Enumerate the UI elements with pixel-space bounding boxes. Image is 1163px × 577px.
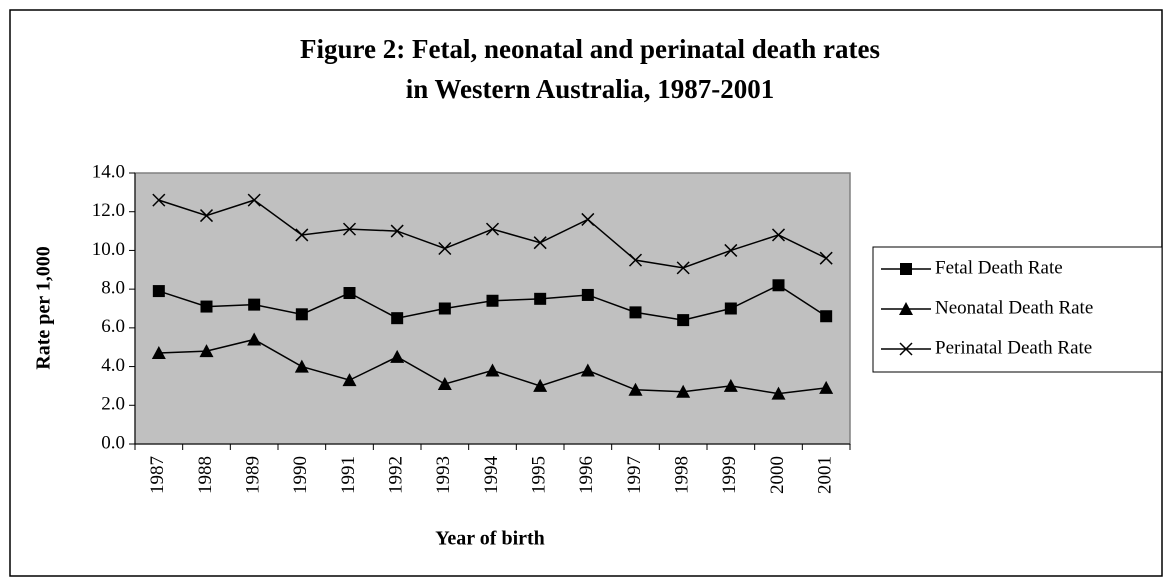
x-tick-label: 1995 bbox=[529, 456, 550, 494]
marker bbox=[152, 285, 165, 298]
marker bbox=[533, 236, 547, 250]
marker bbox=[343, 287, 356, 300]
marker bbox=[900, 263, 912, 275]
y-tick-label: 2.0 bbox=[101, 394, 125, 415]
marker bbox=[676, 261, 690, 275]
marker bbox=[438, 302, 451, 315]
x-tick-label: 1989 bbox=[243, 456, 264, 494]
marker bbox=[899, 342, 913, 356]
plot-area bbox=[134, 172, 851, 445]
marker bbox=[628, 253, 643, 267]
marker bbox=[581, 212, 595, 226]
y-tick-label: 6.0 bbox=[101, 316, 125, 337]
marker bbox=[771, 228, 786, 242]
marker bbox=[390, 224, 404, 238]
marker bbox=[819, 380, 834, 394]
marker bbox=[200, 300, 213, 313]
chart-title: Figure 2: Fetal, neonatal and perinatal … bbox=[300, 34, 880, 64]
legend-label: Fetal Death Rate bbox=[935, 257, 1063, 278]
marker bbox=[342, 222, 357, 236]
marker bbox=[581, 288, 594, 301]
x-tick-label: 1991 bbox=[338, 456, 359, 494]
marker bbox=[724, 243, 738, 257]
marker bbox=[295, 228, 309, 242]
x-axis-title: Year of birth bbox=[435, 528, 545, 550]
marker bbox=[534, 292, 547, 305]
x-tick-label: 1997 bbox=[624, 456, 645, 494]
legend-label: Perinatal Death Rate bbox=[935, 337, 1092, 358]
x-tick-label: 2001 bbox=[815, 456, 836, 494]
marker bbox=[820, 310, 833, 323]
marker bbox=[247, 193, 261, 207]
y-tick-label: 12.0 bbox=[92, 200, 125, 221]
marker bbox=[723, 378, 738, 392]
marker bbox=[152, 193, 166, 207]
marker bbox=[151, 346, 166, 360]
y-tick-label: 4.0 bbox=[101, 355, 125, 376]
chart-title: in Western Australia, 1987-2001 bbox=[406, 74, 775, 104]
marker bbox=[819, 251, 833, 265]
marker bbox=[628, 382, 643, 396]
marker bbox=[629, 306, 642, 319]
marker bbox=[248, 298, 261, 311]
marker bbox=[294, 359, 309, 373]
x-tick-label: 1999 bbox=[719, 456, 740, 494]
marker bbox=[437, 376, 452, 390]
marker bbox=[676, 384, 691, 398]
marker bbox=[533, 378, 548, 392]
marker bbox=[485, 363, 500, 377]
marker bbox=[580, 363, 595, 377]
y-tick-label: 10.0 bbox=[92, 239, 125, 260]
y-tick-label: 14.0 bbox=[92, 161, 125, 182]
x-tick-label: 1996 bbox=[576, 456, 597, 494]
legend-label: Neonatal Death Rate bbox=[935, 297, 1093, 318]
y-tick-label: 8.0 bbox=[101, 278, 125, 299]
x-tick-label: 1987 bbox=[147, 456, 168, 494]
x-tick-label: 1994 bbox=[481, 456, 502, 495]
marker bbox=[199, 209, 214, 223]
x-tick-label: 2000 bbox=[767, 456, 788, 494]
y-tick-label: 0.0 bbox=[101, 432, 125, 453]
marker bbox=[295, 308, 308, 321]
marker bbox=[486, 294, 499, 307]
x-tick-label: 1998 bbox=[672, 456, 693, 494]
marker bbox=[438, 241, 452, 256]
marker bbox=[724, 302, 737, 315]
y-axis-title: Rate per 1,000 bbox=[33, 246, 55, 370]
marker bbox=[391, 312, 404, 325]
marker bbox=[771, 386, 786, 400]
marker bbox=[772, 279, 785, 292]
x-tick-label: 1990 bbox=[290, 456, 311, 494]
marker bbox=[677, 314, 690, 327]
x-tick-label: 1993 bbox=[433, 456, 454, 494]
marker bbox=[199, 344, 214, 358]
marker bbox=[390, 349, 405, 363]
marker bbox=[485, 222, 500, 236]
x-tick-label: 1992 bbox=[386, 456, 407, 494]
x-tick-label: 1988 bbox=[195, 456, 216, 494]
marker bbox=[342, 373, 357, 387]
marker bbox=[247, 332, 262, 346]
marker bbox=[899, 302, 913, 315]
